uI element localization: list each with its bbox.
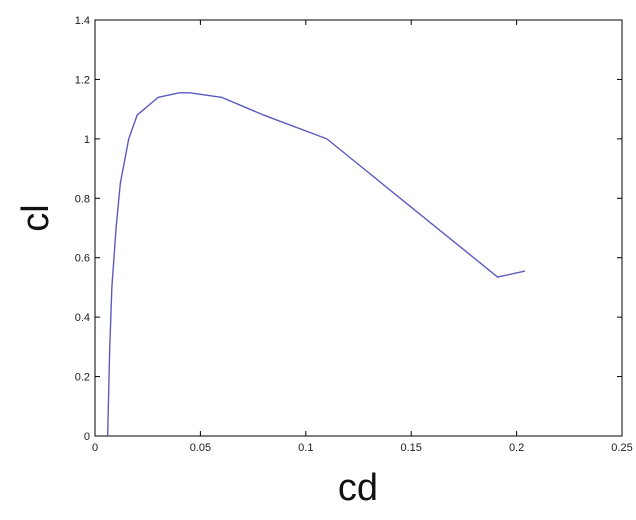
series-line-0 — [106, 92, 526, 437]
series-layer — [106, 92, 526, 437]
x-tick-label: 0.1 — [298, 442, 313, 454]
y-tick-label: 0.6 — [75, 253, 90, 265]
y-tick-label: 0.2 — [75, 372, 90, 384]
y-tick-label: 0.4 — [75, 312, 90, 324]
x-axis-label: cd — [338, 467, 378, 509]
y-tick-label: 1 — [84, 134, 90, 146]
y-tick-label: 1.2 — [75, 74, 90, 86]
x-tick-label: 0.15 — [400, 442, 421, 454]
x-tick-label: 0.25 — [611, 442, 632, 454]
y-axis-ticks: 0 0.2 0.4 0.6 0.8 1 1.2 1.4 — [75, 15, 622, 443]
x-tick-label: 0.05 — [190, 442, 211, 454]
y-tick-label: 0.8 — [75, 193, 90, 205]
y-tick-label: 1.4 — [75, 15, 90, 27]
x-tick-label: 0.2 — [509, 442, 524, 454]
y-axis-label: cl — [15, 204, 57, 231]
y-tick-label: 0 — [84, 431, 90, 443]
plot-area — [94, 19, 623, 437]
x-axis-ticks: 0 0.05 0.1 0.15 0.2 0.25 — [92, 20, 633, 454]
x-tick-label: 0 — [92, 442, 98, 454]
